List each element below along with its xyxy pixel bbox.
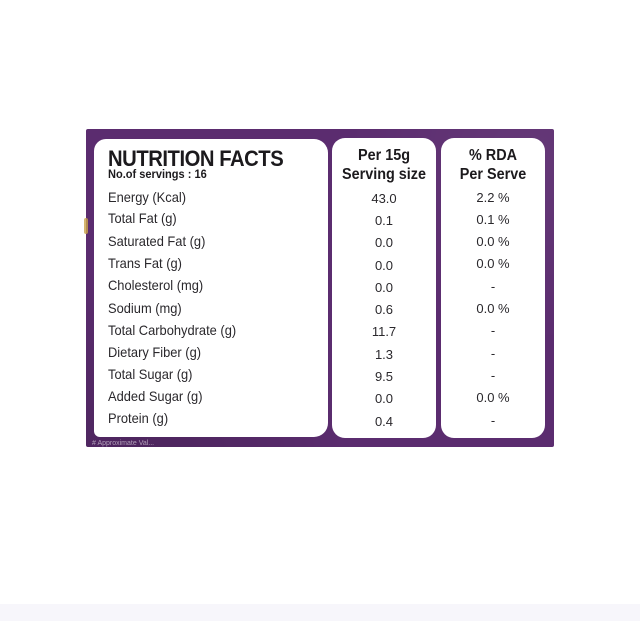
serving-value: 11.7 — [371, 324, 397, 339]
rda-value: - — [490, 323, 496, 338]
serving-value: 0.0 — [374, 391, 394, 406]
serving-header-line2: Serving size — [341, 166, 427, 183]
nutrient-name: Cholesterol (mg) — [108, 277, 204, 293]
rda-value: - — [490, 346, 496, 361]
serving-value: 1.3 — [374, 347, 394, 362]
nutrient-name: Trans Fat (g) — [108, 255, 182, 271]
nutrient-name: Saturated Fat (g) — [108, 233, 206, 249]
nutrient-name: Energy (Kcal) — [108, 189, 187, 205]
nutrient-name: Dietary Fiber (g) — [108, 344, 202, 360]
nutrient-name: Protein (g) — [108, 410, 169, 426]
serving-header-line1: Per 15g — [357, 147, 411, 164]
rda-header: % RDA Per Serve — [446, 146, 540, 184]
rda-value: 0.0 % — [476, 234, 510, 249]
nutrient-name: Total Fat (g) — [108, 210, 177, 226]
nutrient-name: Sodium (mg) — [108, 300, 182, 316]
nutrient-names-card — [94, 139, 328, 437]
rda-value: 0.0 % — [476, 390, 510, 405]
serving-value: 0.0 — [374, 235, 394, 250]
rda-value: - — [490, 279, 496, 294]
rda-value: 0.1 % — [476, 212, 510, 227]
servings-count: No.of servings : 16 — [108, 167, 207, 181]
serving-value: 0.0 — [374, 258, 394, 273]
footnote: # Approximate Val... — [92, 440, 155, 447]
nutrient-name: Total Carbohydrate (g) — [108, 322, 237, 338]
nutrient-name: Added Sugar (g) — [108, 388, 203, 404]
rda-value: 2.2 % — [476, 190, 510, 205]
serving-value: 43.0 — [371, 191, 397, 206]
serving-value: 0.1 — [374, 213, 394, 228]
package-edge-mark — [84, 218, 88, 234]
rda-value: 0.0 % — [476, 256, 510, 271]
nutrient-name: Total Sugar (g) — [108, 366, 193, 382]
label-title: NUTRITION FACTS — [108, 146, 284, 171]
serving-value: 0.4 — [374, 414, 394, 429]
rda-value: 0.0 % — [476, 301, 510, 316]
rda-card — [441, 138, 545, 438]
rda-header-line2: Per Serve — [459, 166, 527, 183]
serving-size-card — [332, 138, 436, 438]
rda-header-line1: % RDA — [468, 147, 518, 164]
rda-value: - — [490, 413, 496, 428]
serving-value: 0.6 — [374, 302, 394, 317]
serving-value: 0.0 — [374, 280, 394, 295]
serving-size-header: Per 15g Serving size — [337, 146, 431, 184]
serving-value: 9.5 — [374, 369, 394, 384]
rda-value: - — [490, 368, 496, 383]
